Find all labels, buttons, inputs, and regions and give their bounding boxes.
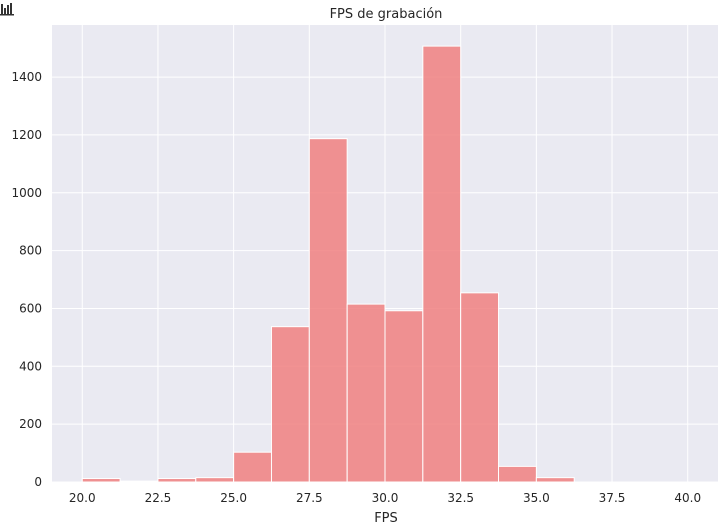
x-tick-label: 22.5 (145, 491, 172, 505)
x-axis-title: FPS (374, 511, 398, 526)
chart-title: FPS de grabación (330, 7, 443, 22)
y-tick-labels: 0 200 400 600 800 1000 1200 1400 (11, 70, 42, 489)
x-tick-label: 35.0 (523, 491, 550, 505)
x-tick-label: 20.0 (69, 491, 96, 505)
x-tick-label: 40.0 (674, 491, 701, 505)
x-tick-label: 27.5 (296, 491, 323, 505)
y-tick-label: 1400 (11, 70, 42, 84)
histogram-bar (535, 477, 575, 483)
histogram-bar (233, 451, 272, 483)
bars (81, 45, 575, 483)
histogram-bar (308, 138, 348, 483)
y-tick-label: 400 (19, 359, 42, 373)
y-tick-label: 200 (19, 417, 42, 431)
y-tick-label: 0 (34, 475, 42, 489)
y-tick-label: 600 (19, 301, 42, 315)
histogram-bar (460, 292, 500, 483)
histogram-bar (498, 465, 537, 483)
histogram-bar (270, 326, 310, 483)
histogram-bar (157, 478, 197, 483)
histogram-bar (384, 310, 424, 483)
y-tick-label: 1200 (11, 128, 42, 142)
histogram-bar (346, 303, 386, 483)
x-tick-label: 25.0 (220, 491, 247, 505)
histogram-bar (195, 477, 235, 483)
x-tick-label: 32.5 (447, 491, 474, 505)
bar-chart-icon[interactable] (0, 2, 16, 16)
x-tick-labels: 20.0 22.5 25.0 27.5 30.0 32.5 35.0 37.5 40.0 (69, 491, 701, 505)
x-tick-label: 30.0 (372, 491, 399, 505)
histogram-bar (81, 478, 121, 483)
y-tick-label: 800 (19, 244, 42, 258)
histogram-bar (422, 45, 462, 483)
histogram-bar (119, 480, 159, 483)
y-tick-label: 1000 (11, 186, 42, 200)
x-tick-label: 37.5 (599, 491, 626, 505)
